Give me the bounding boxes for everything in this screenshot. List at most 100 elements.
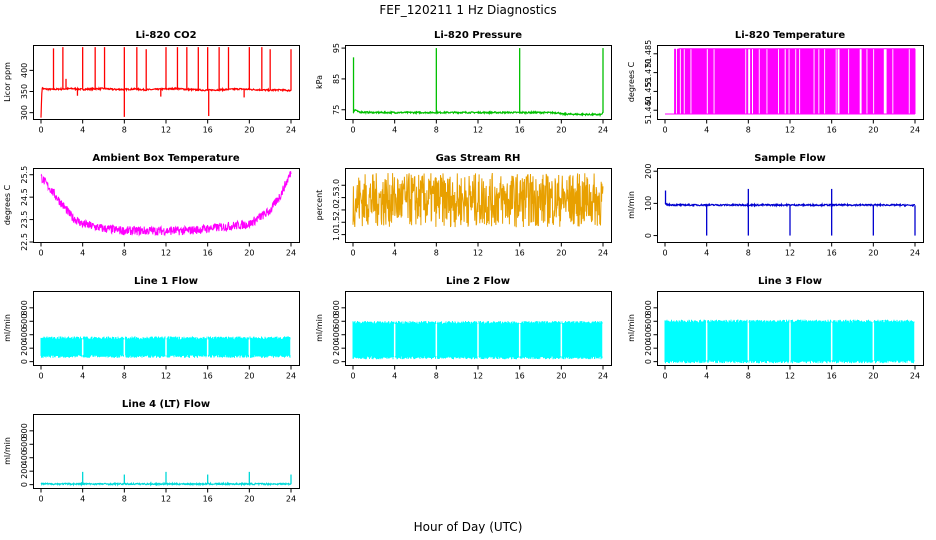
y-tick-label: 200: [644, 164, 653, 179]
y-tick-label: 51.440: [644, 96, 653, 124]
y-tick-label: 51.485: [644, 40, 653, 68]
panel-4: Ambient Box Temperature 0 4 8 12 16 20 24 22.5 23…: [3, 153, 300, 258]
y-tick-label: 400: [20, 450, 29, 465]
y-axis-label: kPa: [315, 75, 324, 89]
y-tick-label: 600: [332, 314, 341, 329]
x-tick-label: 20: [556, 126, 566, 135]
panel-1: Li-820 CO2 0 4 8 12 16 20 24 300 350 400 Licor ppm: [3, 30, 300, 135]
panel-title: Li-820 Pressure: [434, 30, 522, 41]
x-tick-label: 4: [704, 372, 709, 381]
figure-x-axis-label: Hour of Day (UTC): [414, 520, 523, 534]
panel-2: Li-820 Pressure 0 4 8 12 16 20 24 75 85 95 kPa: [315, 30, 612, 135]
panel-title: Line 3 Flow: [758, 276, 822, 287]
y-tick-label: 2.0: [332, 204, 341, 217]
x-tick-label: 12: [785, 372, 795, 381]
panel-plot: [40, 47, 292, 118]
y-tick-label: 0: [332, 359, 341, 364]
y-axis-label: Licor ppm: [3, 62, 12, 102]
y-tick-label: 200: [20, 464, 29, 479]
x-tick-label: 8: [746, 249, 751, 258]
x-tick-label: 12: [161, 249, 171, 258]
x-tick-label: 8: [122, 126, 127, 135]
x-tick-label: 12: [161, 126, 171, 135]
series-line: [40, 481, 292, 487]
x-tick-label: 8: [746, 372, 751, 381]
x-tick-label: 20: [244, 249, 254, 258]
x-tick-label: 16: [827, 126, 837, 135]
y-tick-label: 1.0: [332, 228, 341, 241]
panel-frame: [345, 45, 612, 120]
panel-title: Gas Stream RH: [436, 153, 521, 164]
x-tick-label: 0: [38, 126, 43, 135]
y-tick-label: 600: [20, 437, 29, 452]
x-tick-label: 4: [392, 249, 397, 258]
x-tick-label: 24: [598, 126, 608, 135]
y-tick-label: 0: [644, 233, 653, 238]
x-tick-label: 8: [122, 249, 127, 258]
x-tick-label: 0: [662, 372, 667, 381]
x-tick-label: 16: [827, 372, 837, 381]
y-tick-label: 0: [20, 359, 29, 364]
x-tick-label: 4: [704, 249, 709, 258]
x-tick-label: 24: [598, 249, 608, 258]
x-tick-label: 16: [203, 495, 213, 504]
panel-plot: [664, 319, 916, 364]
y-tick-label: 51.455: [644, 77, 653, 105]
x-tick-label: 20: [556, 372, 566, 381]
x-tick-label: 12: [785, 249, 795, 258]
x-tick-label: 8: [434, 126, 439, 135]
y-tick-label: 75: [332, 105, 341, 115]
y-tick-label: 400: [644, 327, 653, 342]
x-tick-label: 16: [515, 249, 525, 258]
panel-plot: [352, 321, 604, 360]
panel-title: Sample Flow: [754, 153, 826, 164]
y-axis-label: ml/min: [627, 191, 636, 219]
panel-10: Line 4 (LT) Flow 0 4 8 12 16 20 24 0 200400600800…: [3, 399, 300, 504]
x-tick-label: 24: [286, 249, 296, 258]
panel-plot: [665, 48, 916, 115]
panel-title: Line 4 (LT) Flow: [122, 399, 210, 410]
x-tick-label: 24: [910, 249, 920, 258]
x-tick-label: 20: [244, 495, 254, 504]
y-tick-label: 0: [20, 482, 29, 487]
y-axis-label: ml/min: [3, 314, 12, 342]
y-tick-label: 350: [20, 84, 29, 99]
x-tick-label: 4: [80, 495, 85, 504]
x-tick-label: 16: [515, 372, 525, 381]
y-axis-label: ml/min: [3, 437, 12, 465]
y-tick-label: 0: [644, 359, 653, 364]
x-tick-label: 12: [161, 372, 171, 381]
y-tick-label: 200: [20, 341, 29, 356]
x-tick-label: 0: [38, 372, 43, 381]
x-tick-label: 16: [203, 372, 213, 381]
y-tick-label: 600: [644, 314, 653, 329]
y-tick-label: 800: [332, 300, 341, 315]
x-tick-label: 4: [392, 126, 397, 135]
x-tick-label: 0: [350, 249, 355, 258]
x-tick-label: 4: [80, 249, 85, 258]
x-tick-label: 20: [556, 249, 566, 258]
y-tick-label: 200: [644, 341, 653, 356]
figure-title: FEF_120211 1 Hz Diagnostics: [379, 3, 556, 17]
y-axis-label: percent: [315, 190, 324, 221]
x-tick-label: 8: [434, 249, 439, 258]
y-tick-label: 51.470: [644, 59, 653, 87]
y-tick-label: 400: [20, 63, 29, 78]
x-tick-label: 24: [286, 495, 296, 504]
y-tick-label: 300: [20, 105, 29, 120]
y-tick-label: 24.5: [20, 188, 29, 206]
x-tick-label: 8: [746, 126, 751, 135]
panel-6: Sample Flow 0 4 8 12 16 20 24 0 100 200 ml/min: [627, 153, 924, 258]
y-tick-label: 85: [332, 74, 341, 84]
panel-plot: [352, 172, 604, 228]
panel-title: Line 1 Flow: [134, 276, 198, 287]
y-tick-label: 2.5: [332, 191, 341, 204]
panel-title: Line 2 Flow: [446, 276, 510, 287]
x-tick-label: 16: [203, 249, 213, 258]
y-tick-label: 3.0: [332, 179, 341, 192]
panel-3: Li-820 Temperature 0 4 8 12 16 20 24 51.44051.45…: [627, 30, 924, 135]
x-tick-label: 16: [515, 126, 525, 135]
panel-5: Gas Stream RH 0 4 8 12 16 20 24 1.01.52.02.53.0 p…: [315, 153, 612, 258]
